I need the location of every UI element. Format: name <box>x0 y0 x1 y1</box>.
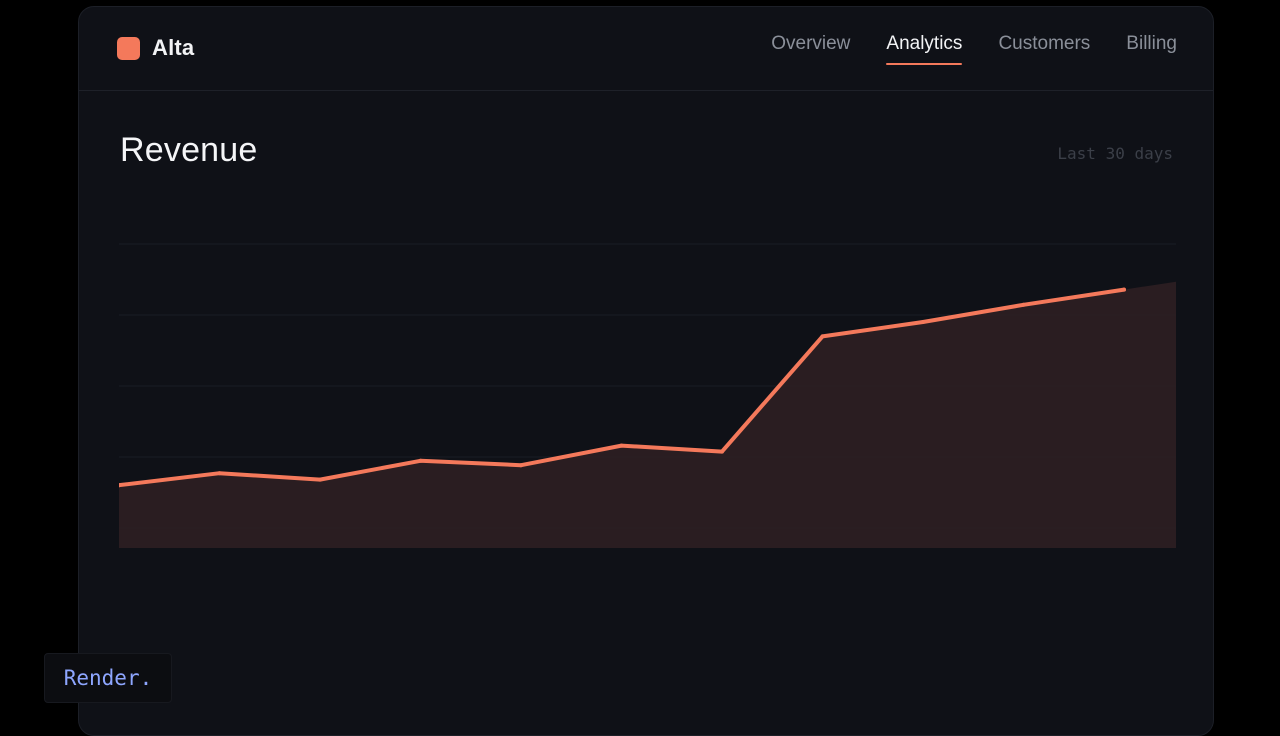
revenue-data-point <box>619 443 624 448</box>
revenue-data-point <box>119 483 121 488</box>
tab-label: Overview <box>771 33 851 54</box>
logo-square-icon <box>117 36 140 60</box>
brand-name: Alta <box>152 35 195 60</box>
revenue-data-point <box>318 477 322 482</box>
revenue-data-point <box>820 334 825 339</box>
app-window: Alta Overview Analytics Customers Billin… <box>78 6 1214 736</box>
revenue-data-point <box>720 449 724 454</box>
revenue-data-point <box>1021 302 1026 307</box>
date-range-label: Last 30 days <box>1057 144 1173 163</box>
page-title: Revenue <box>120 131 258 169</box>
revenue-data-point <box>519 463 523 468</box>
render-watermark-badge: Render. <box>44 653 172 703</box>
revenue-data-point <box>921 320 925 324</box>
main-nav: Overview Analytics Customers Billing <box>771 33 1177 65</box>
tab-analytics[interactable]: Analytics <box>886 33 963 65</box>
tab-billing[interactable]: Billing <box>1126 33 1177 65</box>
revenue-data-point <box>418 458 423 463</box>
revenue-data-point <box>1122 287 1126 292</box>
tab-customers[interactable]: Customers <box>998 33 1090 65</box>
render-badge-label: Render. <box>63 666 153 690</box>
revenue-area-chart <box>119 243 1176 548</box>
tab-overview[interactable]: Overview <box>771 33 850 65</box>
tab-label: Billing <box>1126 33 1177 54</box>
revenue-area-fill <box>119 281 1176 548</box>
brand[interactable]: Alta <box>117 35 194 61</box>
tab-label: Analytics <box>886 33 963 54</box>
revenue-data-point <box>217 471 222 476</box>
active-tab-indicator <box>886 63 963 65</box>
tab-label: Customers <box>998 33 1091 54</box>
top-navigation-bar: Alta Overview Analytics Customers Billin… <box>79 7 1213 91</box>
